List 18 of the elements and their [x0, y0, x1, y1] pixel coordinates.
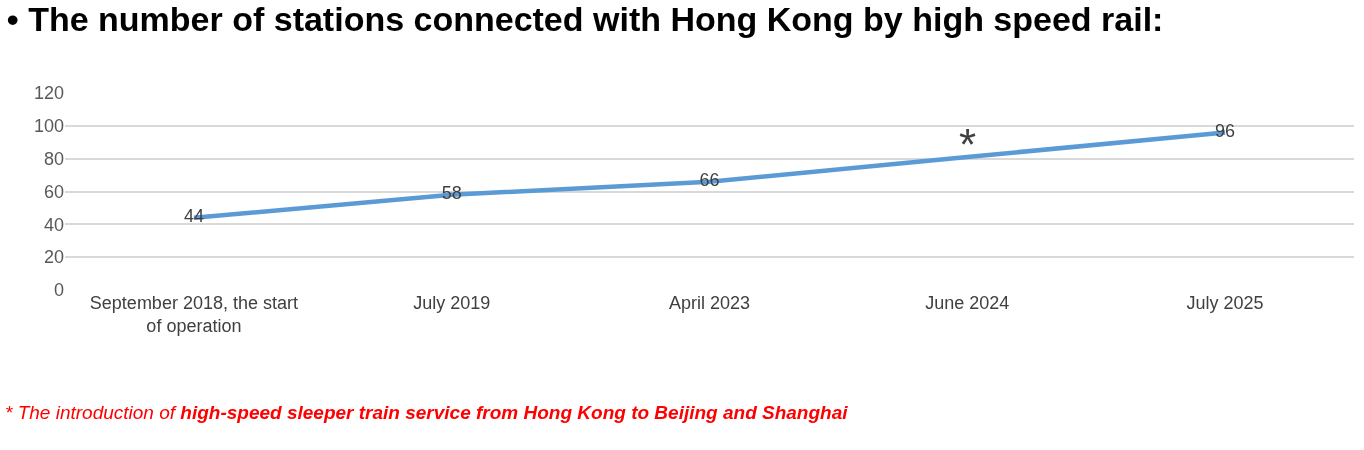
y-tick-label: 20 — [43, 247, 64, 268]
x-tick-label: April 2023 — [668, 293, 751, 313]
data-label: 96 — [1215, 120, 1236, 141]
x-tick-label: July 2025 — [1186, 293, 1264, 313]
text: * The introduction of — [5, 402, 181, 423]
y-tick-label: 40 — [43, 214, 64, 235]
y-tick-label: 0 — [53, 280, 64, 301]
x-tick-label: July 2019 — [413, 293, 491, 313]
x-tick-label: September 2018, the start of operation — [89, 293, 298, 337]
text: high-speed sleeper train service from Hong Kong to Beijing and Shanghai — [180, 402, 849, 423]
chart-title: • The number of stations connected with Hong Kong by high speed rail: — [6, 0, 1164, 38]
y-tick-label: 100 — [33, 116, 64, 137]
y-tick-label: 120 — [33, 83, 64, 104]
data-label: 44 — [183, 206, 204, 227]
annotation: * — [959, 120, 977, 169]
y-tick-label: 60 — [43, 181, 64, 202]
y-tick-label: 80 — [43, 148, 64, 169]
x-tick-label: June 2024 — [925, 293, 1010, 313]
